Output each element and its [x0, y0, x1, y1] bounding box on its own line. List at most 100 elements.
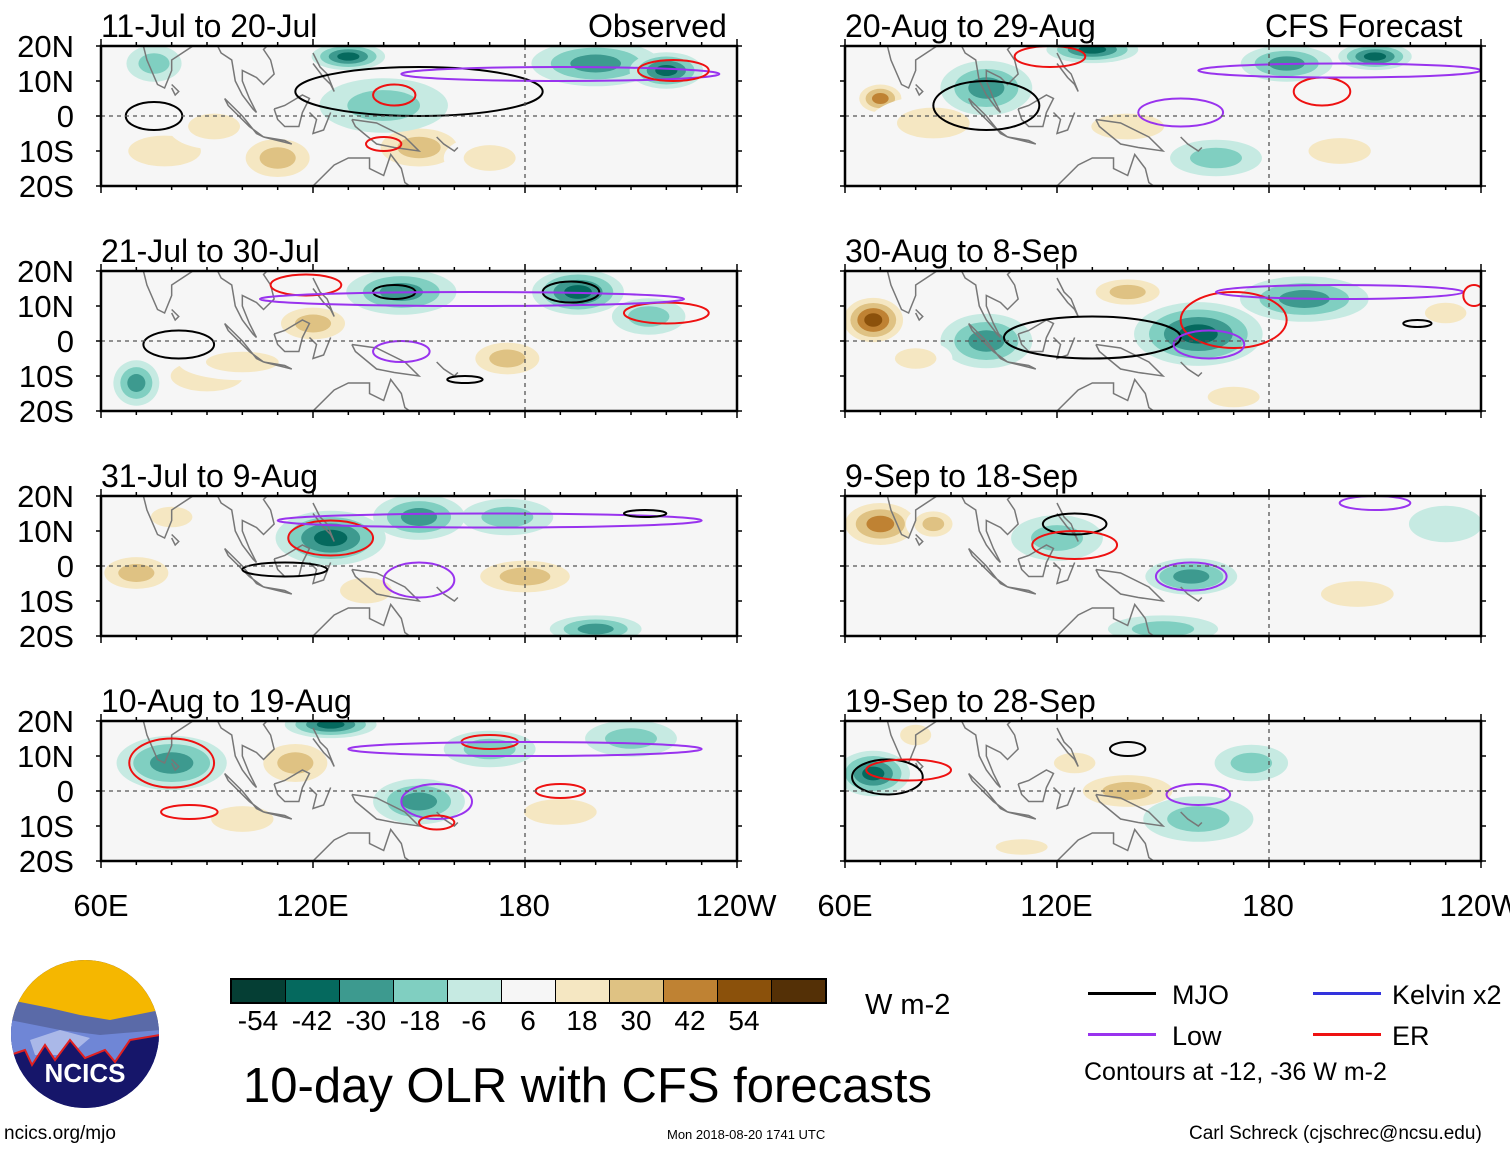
low-contour [400, 66, 721, 82]
olr-anomaly-shading [1190, 147, 1242, 169]
olr-anomaly-shading [314, 529, 348, 547]
olr-anomaly-shading [866, 515, 895, 533]
coastline [223, 772, 264, 813]
mjo-contour [446, 375, 484, 384]
low-contour [259, 291, 685, 307]
coastline [142, 721, 194, 765]
olr-anomaly-shading [864, 313, 883, 327]
colorbar-units: W m-2 [865, 989, 951, 1021]
logo-text: NCICS [45, 1058, 126, 1088]
coastline [967, 97, 1008, 138]
coastline [223, 547, 264, 588]
olr-anomaly-shading [577, 623, 614, 635]
mjo-contour [1402, 319, 1433, 328]
coastline [886, 271, 938, 315]
observed-header: Observed [588, 8, 727, 44]
colorbar-swatch [772, 980, 825, 1002]
lon-label: 60E [817, 888, 873, 923]
olr-map-panel [96, 489, 742, 643]
coastline [1180, 136, 1203, 152]
er-contour [1031, 530, 1119, 560]
colorbar-swatch [394, 980, 448, 1002]
coastline [960, 496, 1019, 564]
colorbar-swatch [286, 980, 340, 1002]
coastline [223, 322, 264, 363]
lat-label: 20S [18, 844, 74, 879]
lon-label: 120E [276, 888, 349, 923]
lat-label: 10S [18, 809, 74, 844]
olr-anomaly-shading [1424, 302, 1467, 324]
olr-anomaly-shading [397, 136, 441, 159]
coastline [310, 827, 411, 861]
low-contour [400, 783, 473, 820]
panel-title: 10-Aug to 19-Aug [101, 683, 352, 719]
coastline [1007, 811, 1037, 820]
coastline [170, 83, 180, 97]
coastline [1095, 118, 1166, 153]
lat-label: 20S [18, 169, 74, 204]
olr-anomaly-shading [400, 508, 438, 526]
lat-label: 0 [56, 324, 74, 359]
er-contour [1013, 46, 1087, 68]
er-contour [287, 519, 375, 557]
coastline [1095, 793, 1166, 828]
coastline [216, 46, 275, 114]
coastline [273, 94, 311, 128]
coastline [263, 586, 293, 595]
coastline [308, 111, 332, 135]
coastline [1052, 336, 1076, 360]
coastline [1180, 811, 1203, 827]
low-legend-line [1088, 1033, 1156, 1036]
olr-anomaly-shading [128, 135, 201, 167]
olr-anomaly-shading [968, 77, 1005, 99]
colorbar-tick: 54 [728, 1005, 760, 1036]
colorbar-swatch [340, 980, 394, 1002]
low-contour [1154, 561, 1228, 592]
olr-anomaly-shading [995, 839, 1048, 855]
er-contour [365, 136, 403, 152]
olr-anomaly-shading [337, 52, 360, 61]
lon-label: 120W [1439, 888, 1510, 923]
coastline [1056, 727, 1079, 767]
coastline [436, 136, 459, 152]
lon-label: 180 [498, 888, 550, 923]
coastline [142, 496, 194, 540]
mjo-contour [851, 758, 924, 796]
olr-anomaly-shading [205, 351, 279, 373]
olr-anomaly-shading [188, 113, 241, 140]
colorbar-swatch [556, 980, 610, 1002]
panel-title: 20-Aug to 29-Aug [845, 8, 1096, 44]
olr-anomaly-shading [127, 374, 146, 392]
lat-label: 10N [17, 739, 74, 774]
er-contour [418, 814, 456, 831]
low-contour [1165, 783, 1232, 806]
lat-label: 20N [17, 704, 74, 739]
coastline [216, 721, 275, 789]
olr-anomaly-shading [1078, 46, 1107, 54]
olr-anomaly-shading [1320, 581, 1394, 607]
olr-anomaly-shading [1207, 386, 1260, 408]
coastline [273, 769, 311, 803]
coastline [914, 533, 924, 547]
colorbar-tick: 18 [566, 1005, 598, 1036]
coastline [263, 136, 293, 145]
mjo-legend-line [1088, 992, 1156, 995]
lon-label: 180 [1242, 888, 1294, 923]
olr-anomaly-shading [211, 806, 274, 832]
olr-anomaly-shading [1308, 138, 1371, 164]
coastline [263, 361, 293, 370]
olr-map-panel [96, 714, 742, 868]
footer-url[interactable]: ncics.org/mjo [4, 1123, 116, 1144]
colorbar-swatch [448, 980, 502, 1002]
lat-label: 10N [17, 514, 74, 549]
olr-anomaly-shading [118, 564, 155, 582]
olr-map-panel [840, 264, 1486, 418]
colorbar-tick: -30 [345, 1005, 387, 1036]
olr-anomaly-shading [138, 53, 170, 74]
er-contour [128, 737, 216, 789]
low-contour [382, 561, 456, 599]
coastline [1007, 136, 1037, 145]
coastline [914, 83, 924, 97]
er-contour [1462, 284, 1481, 307]
olr-anomaly-shading [655, 64, 678, 77]
